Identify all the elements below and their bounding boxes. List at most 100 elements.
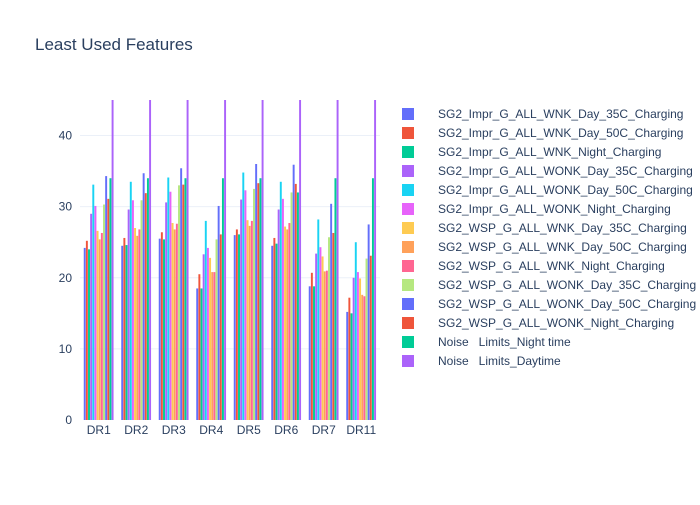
legend-item[interactable]: SG2_WSP_G_ALL_WNK_Day_35C_Charging — [402, 221, 687, 235]
bar[interactable] — [348, 297, 351, 420]
bar[interactable] — [200, 288, 203, 420]
bar[interactable] — [217, 205, 220, 420]
bar[interactable] — [332, 232, 335, 420]
bar[interactable] — [158, 238, 161, 420]
bar[interactable] — [211, 272, 214, 420]
bar[interactable] — [134, 228, 137, 420]
bar[interactable] — [131, 200, 134, 420]
bar[interactable] — [284, 226, 287, 420]
bar[interactable] — [281, 198, 284, 420]
legend-item[interactable]: SG2_WSP_G_ALL_WONK_Day_35C_Charging — [402, 278, 696, 292]
legend-item[interactable]: SG2_Impr_G_ALL_WONK_Day_50C_Charging — [402, 183, 693, 197]
bar[interactable] — [271, 245, 274, 420]
bar[interactable] — [261, 100, 264, 420]
bar[interactable] — [359, 278, 362, 420]
bar[interactable] — [233, 235, 236, 420]
bar[interactable] — [173, 229, 176, 420]
bar[interactable] — [175, 223, 178, 420]
bar[interactable] — [294, 183, 297, 420]
bar[interactable] — [356, 272, 359, 420]
bar[interactable] — [321, 256, 324, 420]
bar[interactable] — [346, 311, 349, 420]
bar[interactable] — [96, 230, 99, 420]
bar[interactable] — [371, 178, 374, 420]
bar[interactable] — [160, 232, 163, 420]
bar[interactable] — [138, 229, 141, 420]
bar[interactable] — [286, 229, 289, 420]
bar[interactable] — [242, 172, 245, 420]
bar[interactable] — [292, 164, 295, 420]
bar[interactable] — [365, 258, 368, 420]
legend-item[interactable]: Noise Limits_Daytime — [402, 354, 561, 368]
legend-item[interactable]: SG2_Impr_G_ALL_WONK_Night_Charging — [402, 202, 671, 216]
bar[interactable] — [88, 249, 90, 420]
bar[interactable] — [319, 247, 322, 420]
bar[interactable] — [310, 272, 313, 420]
bar[interactable] — [221, 178, 224, 420]
bar[interactable] — [107, 198, 110, 420]
bar[interactable] — [213, 272, 216, 420]
bar[interactable] — [255, 164, 258, 420]
bar[interactable] — [178, 185, 180, 420]
bar[interactable] — [186, 100, 189, 420]
bar[interactable] — [136, 235, 139, 420]
bar[interactable] — [336, 100, 339, 420]
bar[interactable] — [142, 173, 145, 420]
bar[interactable] — [171, 223, 174, 420]
bar[interactable] — [361, 294, 364, 420]
legend-item[interactable]: SG2_WSP_G_ALL_WNK_Night_Charging — [402, 259, 665, 273]
bar[interactable] — [374, 100, 377, 420]
bar[interactable] — [202, 254, 205, 420]
bar[interactable] — [259, 178, 262, 420]
bar[interactable] — [215, 239, 218, 420]
bar[interactable] — [313, 286, 315, 420]
bar[interactable] — [273, 237, 276, 420]
bar[interactable] — [98, 239, 101, 420]
bar[interactable] — [92, 184, 95, 420]
bar[interactable] — [235, 229, 238, 420]
legend-item[interactable]: SG2_Impr_G_ALL_WONK_Day_35C_Charging — [402, 164, 693, 178]
bar[interactable] — [244, 190, 247, 420]
bar[interactable] — [257, 183, 260, 420]
bar[interactable] — [103, 204, 105, 420]
legend-item[interactable]: SG2_Impr_G_ALL_WNK_Day_50C_Charging — [402, 126, 683, 140]
bar[interactable] — [109, 178, 112, 420]
bar[interactable] — [317, 219, 320, 420]
bar[interactable] — [248, 225, 251, 420]
bar[interactable] — [323, 271, 326, 420]
bar[interactable] — [288, 223, 291, 420]
bar[interactable] — [105, 176, 108, 420]
bar[interactable] — [123, 237, 126, 420]
bar[interactable] — [240, 199, 243, 420]
bar[interactable] — [290, 192, 293, 420]
bar[interactable] — [111, 100, 114, 420]
legend-item[interactable]: SG2_WSP_G_ALL_WNK_Day_50C_Charging — [402, 240, 687, 254]
bar[interactable] — [127, 209, 130, 420]
bar[interactable] — [121, 245, 124, 420]
bar[interactable] — [180, 168, 183, 420]
bar[interactable] — [85, 240, 88, 420]
bar[interactable] — [328, 237, 330, 420]
bar[interactable] — [83, 247, 86, 420]
bar[interactable] — [198, 274, 201, 420]
bar[interactable] — [325, 270, 328, 420]
bar[interactable] — [144, 193, 147, 420]
bar[interactable] — [352, 277, 355, 420]
legend-item[interactable]: SG2_Impr_G_ALL_WNK_Day_35C_Charging — [402, 107, 683, 121]
bar[interactable] — [315, 253, 318, 420]
bar[interactable] — [275, 243, 278, 420]
bar[interactable] — [363, 296, 366, 420]
bar[interactable] — [140, 200, 143, 420]
bar[interactable] — [196, 288, 199, 420]
bar[interactable] — [308, 286, 311, 420]
bar[interactable] — [165, 202, 168, 420]
bar[interactable] — [238, 234, 240, 420]
legend-item[interactable]: SG2_Impr_G_ALL_WNK_Night_Charging — [402, 145, 661, 159]
bar[interactable] — [182, 184, 185, 420]
bar[interactable] — [330, 203, 333, 420]
bar[interactable] — [334, 178, 337, 420]
bar[interactable] — [277, 209, 280, 420]
bar[interactable] — [367, 224, 370, 420]
bar[interactable] — [184, 178, 187, 420]
bar[interactable] — [209, 257, 212, 420]
